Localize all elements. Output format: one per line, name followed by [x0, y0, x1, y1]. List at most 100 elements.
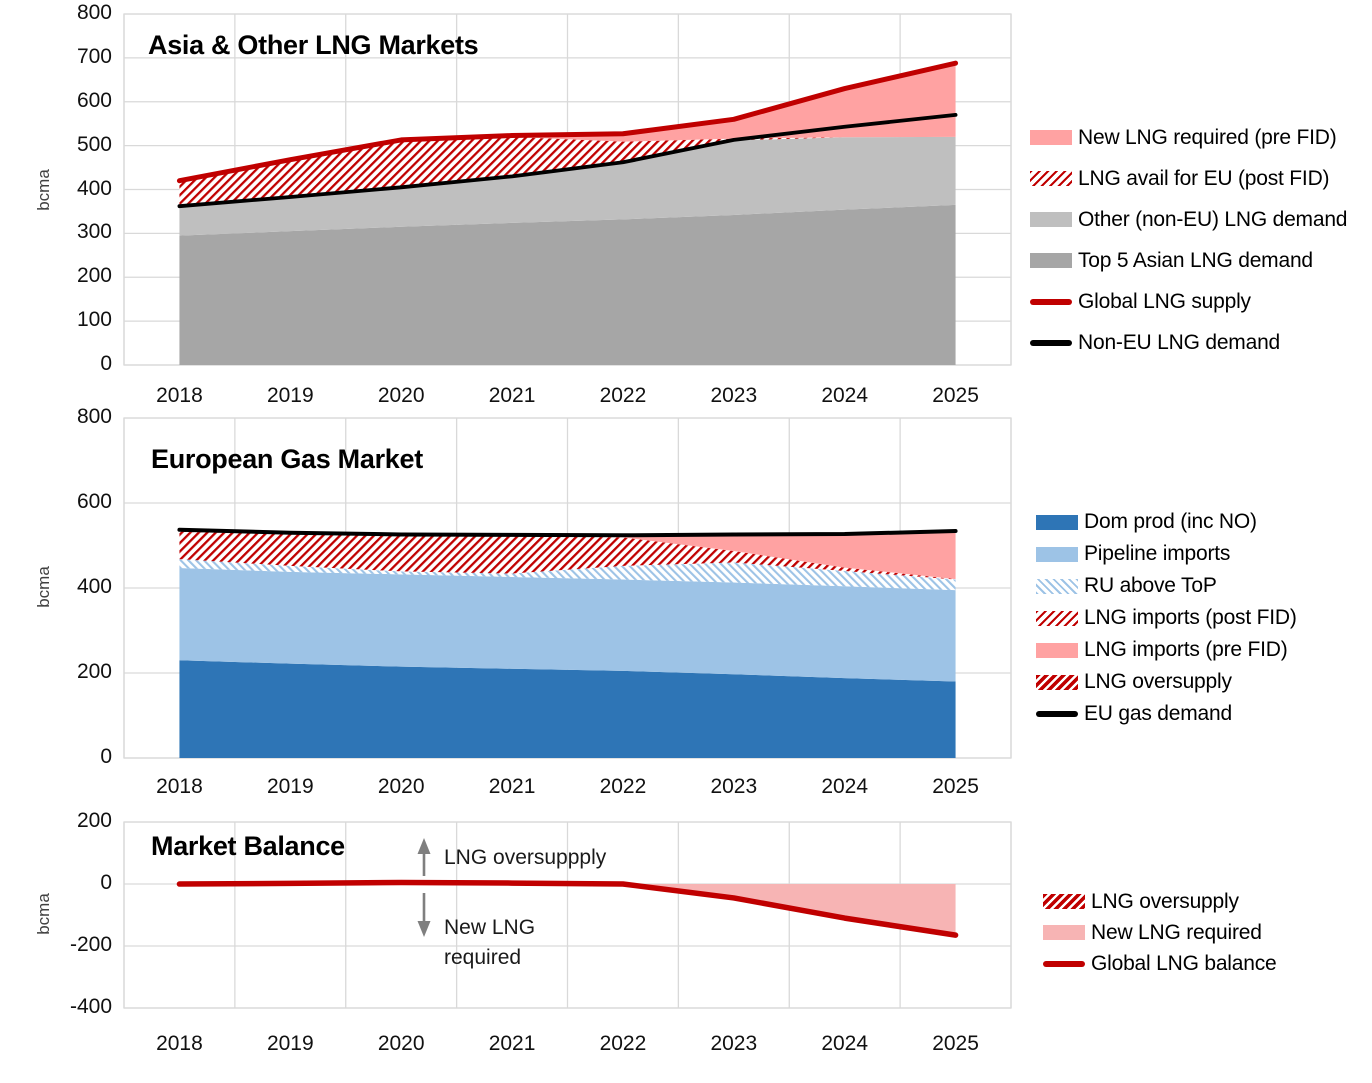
y-tick-label: 200 — [76, 264, 112, 288]
series-dom-prod-inc-no — [179, 660, 956, 758]
y-tick-label: 800 — [76, 1, 112, 24]
y-tick-label: 800 — [76, 405, 112, 428]
series-other-non-eu-lng-demand — [179, 136, 956, 236]
legend-label: LNG imports (pre FID) — [1084, 638, 1288, 661]
legend-item-lng-imports-pre-fid: LNG imports (pre FID) — [1036, 634, 1297, 666]
x-tick-label: 2024 — [821, 775, 869, 798]
x-tick-label: 2021 — [488, 775, 536, 798]
legend-label: LNG oversupply — [1091, 889, 1239, 913]
legend-asia: New LNG required (pre FID) LNG avail for … — [1030, 117, 1347, 363]
chart-title-balance: Market Balance — [151, 831, 345, 861]
legend-item-dom-prod-inc-no: Dom prod (inc NO) — [1036, 506, 1297, 538]
y-tick-label: 700 — [76, 44, 112, 68]
series-global-lng-supply — [176, 60, 959, 184]
legend-item-other-non-eu-lng-demand: Other (non-EU) LNG demand — [1030, 199, 1347, 240]
chart-market-balance — [123, 821, 1012, 1009]
legend-item-eu-gas-demand: EU gas demand — [1036, 698, 1297, 730]
x-tick-label: 2024 — [821, 384, 869, 407]
legend-label: New LNG required — [1091, 920, 1262, 944]
legend-item-ru-above-top: RU above ToP — [1036, 570, 1297, 602]
legend-label: Top 5 Asian LNG demand — [1078, 248, 1313, 272]
chart-european-gas-market — [123, 417, 1012, 759]
series-lng-imports-post-fid — [179, 531, 956, 580]
legend-swatch-hatch-red-icon — [1030, 171, 1072, 186]
y-tick-label: 200 — [76, 660, 112, 683]
legend-swatch-hatch-blue-icon — [1036, 578, 1078, 594]
legend-item-non-eu-lng-demand: Non-EU LNG demand — [1030, 322, 1347, 363]
legend-label: LNG imports (post FID) — [1084, 606, 1297, 629]
down-arrow-icon — [417, 921, 431, 937]
legend-swatch-pink-light-icon — [1043, 925, 1085, 940]
y-tick-label: -400 — [69, 995, 112, 1018]
legend-swatch-black-icon — [1036, 711, 1078, 717]
up-arrow-icon — [417, 838, 431, 854]
legend-swatch-gray-dark-icon — [1030, 253, 1072, 268]
legend-label: Non-EU LNG demand — [1078, 330, 1281, 354]
legend-item-global-lng-balance: Global LNG balance — [1043, 948, 1277, 979]
legend-swatch-red-icon — [1030, 298, 1072, 305]
legend-label: New LNG required (pre FID) — [1078, 125, 1337, 149]
legend-label: Global LNG balance — [1091, 951, 1277, 975]
legend-item-new-lng-required: New LNG required — [1043, 917, 1277, 948]
series-eu-gas-demand — [177, 527, 958, 538]
x-tick-label: 2022 — [599, 1032, 647, 1055]
y-tick-label: 100 — [76, 308, 112, 332]
chart-asia-other-lng-markets — [123, 13, 1012, 366]
legend-swatch-hatch-red-dense-icon — [1036, 674, 1078, 690]
legend-item-lng-avail-for-eu-post-fid: LNG avail for EU (post FID) — [1030, 158, 1347, 199]
series-non-eu-lng-demand — [177, 113, 958, 209]
annotation-new-lng-line1: New LNG — [444, 916, 536, 939]
y-tick-label: 400 — [76, 575, 112, 598]
x-tick-label: 2022 — [599, 775, 647, 798]
x-tick-label: 2023 — [710, 384, 758, 407]
legend-item-global-lng-supply: Global LNG supply — [1030, 281, 1347, 322]
x-tick-label: 2025 — [932, 384, 979, 407]
x-tick-label: 2018 — [156, 775, 203, 798]
series-top-5-asian-lng-demand — [179, 204, 956, 365]
x-tick-label: 2018 — [156, 1032, 203, 1055]
legend-swatch-pink-icon — [1036, 642, 1078, 658]
annotation-oversupply: LNG oversuppply — [444, 846, 607, 869]
x-tick-label: 2021 — [488, 1032, 536, 1055]
y-tick-label: 0 — [100, 745, 112, 768]
legend-balance: LNG oversupply New LNG required Global LNG… — [1043, 886, 1277, 979]
x-tick-label: 2021 — [488, 384, 536, 407]
y-tick-label: 600 — [76, 490, 112, 513]
legend-label: LNG avail for EU (post FID) — [1078, 166, 1330, 190]
x-tick-label: 2022 — [599, 384, 647, 407]
series-ru-above-top — [179, 559, 956, 591]
legend-swatch-hatch-red-dense-icon — [1043, 894, 1085, 909]
legend-european: Dom prod (inc NO) Pipeline imports RU abov… — [1036, 506, 1297, 730]
y-tick-label: 500 — [76, 132, 112, 156]
y-tick-label: 0 — [100, 871, 112, 894]
series-global-lng-balance — [176, 879, 959, 938]
x-tick-label: 2025 — [932, 1032, 979, 1055]
chart-title-european: European Gas Market — [151, 444, 423, 474]
legend-label: Dom prod (inc NO) — [1084, 510, 1257, 533]
x-tick-label: 2020 — [377, 775, 425, 798]
series-lng-imports-pre-fid — [179, 531, 956, 580]
series-pipeline-imports — [179, 568, 956, 682]
y-tick-label: -200 — [69, 933, 112, 956]
legend-item-lng-oversupply: LNG oversupply — [1036, 666, 1297, 698]
annotation-new-lng-line2: required — [444, 946, 522, 969]
legend-swatch-black-icon — [1030, 339, 1072, 346]
legend-label: LNG oversupply — [1084, 670, 1232, 693]
legend-label: RU above ToP — [1084, 574, 1217, 597]
x-tick-label: 2023 — [710, 1032, 758, 1055]
chart-title-asia: Asia & Other LNG Markets — [148, 30, 479, 60]
legend-swatch-blue-light-icon — [1036, 546, 1078, 562]
series-new-lng-required — [179, 884, 956, 936]
x-tick-label: 2019 — [266, 775, 314, 798]
legend-label: Pipeline imports — [1084, 542, 1231, 565]
x-tick-label: 2019 — [266, 384, 314, 407]
legend-label: EU gas demand — [1084, 702, 1232, 725]
legend-swatch-red-icon — [1043, 960, 1085, 967]
legend-item-lng-oversupply: LNG oversupply — [1043, 886, 1277, 917]
legend-swatch-hatch-red-icon — [1036, 610, 1078, 626]
y-tick-label: 0 — [100, 352, 112, 375]
legend-swatch-pink-icon — [1030, 130, 1072, 145]
legend-item-top-5-asian-lng-demand: Top 5 Asian LNG demand — [1030, 240, 1347, 281]
